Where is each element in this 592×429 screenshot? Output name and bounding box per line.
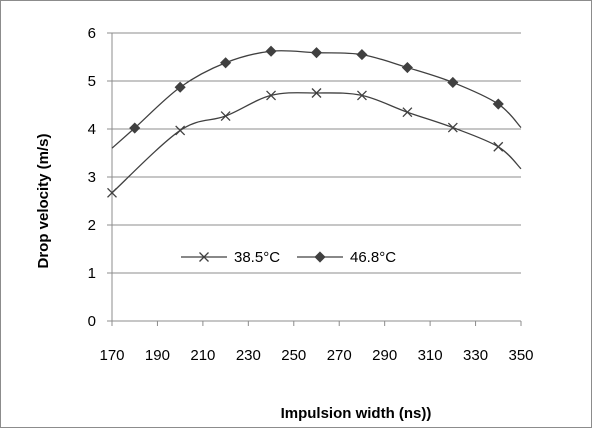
marker-stroke bbox=[175, 125, 186, 136]
gridlines bbox=[112, 32, 521, 274]
y-tick-label: 3 bbox=[88, 169, 96, 186]
data-point-x-marker bbox=[199, 252, 209, 262]
data-point-x-marker bbox=[266, 90, 277, 101]
y-tick-label: 6 bbox=[88, 25, 96, 42]
legend-entry-0: 38.5°C bbox=[181, 249, 280, 266]
series-line-0 bbox=[111, 92, 522, 194]
data-point-diamond-marker bbox=[220, 57, 232, 69]
legend-label: 46.8°C bbox=[350, 249, 396, 266]
y-tick-label: 1 bbox=[88, 265, 96, 282]
data-point-diamond-marker bbox=[356, 49, 368, 61]
data-point-x-marker bbox=[107, 187, 117, 198]
legend: 38.5°C 46.8°C bbox=[181, 249, 396, 266]
x-tick-label: 330 bbox=[463, 347, 488, 364]
data-point-diamond-marker bbox=[447, 76, 459, 89]
x-tick-label: 250 bbox=[281, 347, 306, 364]
marker-stroke bbox=[493, 141, 504, 152]
marker-stroke bbox=[199, 252, 209, 262]
data-point-diamond-marker bbox=[310, 47, 323, 59]
data-point-diamond-marker bbox=[492, 98, 504, 110]
x-tick-label: 350 bbox=[508, 347, 533, 364]
marker-stroke bbox=[107, 187, 117, 198]
series-line-1 bbox=[111, 50, 522, 149]
y-tick-label: 5 bbox=[88, 73, 96, 90]
data-point-diamond-marker bbox=[265, 45, 277, 57]
marker-stroke bbox=[266, 90, 277, 101]
data-point-x-marker bbox=[356, 90, 367, 101]
y-axis-title: Drop velocity (m/s) bbox=[35, 133, 52, 268]
data-point-diamond-marker bbox=[314, 251, 326, 263]
data-point-diamond-marker bbox=[129, 122, 141, 134]
series-lines bbox=[107, 45, 522, 198]
data-point-x-marker bbox=[493, 141, 504, 152]
y-tick-labels: 0 1 2 3 4 5 6 bbox=[88, 25, 96, 330]
x-tick-label: 290 bbox=[372, 347, 397, 364]
axes bbox=[107, 32, 522, 326]
data-point-x-marker bbox=[447, 122, 458, 133]
y-tick-label: 4 bbox=[88, 121, 96, 138]
marker-stroke bbox=[356, 90, 367, 101]
x-tick-label: 170 bbox=[99, 347, 124, 364]
x-tick-labels: 170 190 210 230 250 270 290 310 330 350 bbox=[99, 347, 533, 364]
y-tick-label: 0 bbox=[88, 313, 96, 330]
data-point-x-marker bbox=[175, 125, 186, 136]
marker-stroke bbox=[447, 122, 458, 133]
x-tick-label: 230 bbox=[236, 347, 261, 364]
marker-stroke bbox=[220, 111, 231, 121]
x-tick-label: 190 bbox=[145, 347, 170, 364]
data-point-x-marker bbox=[220, 111, 231, 121]
x-tick-label: 210 bbox=[190, 347, 215, 364]
legend-label: 38.5°C bbox=[234, 249, 280, 266]
legend-entry-1: 46.8°C bbox=[297, 249, 396, 266]
data-point-diamond-marker bbox=[174, 81, 186, 93]
x-tick-label: 270 bbox=[327, 347, 352, 364]
data-point-x-marker bbox=[402, 107, 413, 118]
x-axis-title: Impulsion width (ns)) bbox=[281, 405, 432, 422]
marker-stroke bbox=[311, 88, 322, 98]
data-point-diamond-marker bbox=[401, 61, 413, 74]
data-point-x-marker bbox=[311, 88, 322, 98]
y-tick-label: 2 bbox=[88, 217, 96, 234]
marker-stroke bbox=[402, 107, 413, 118]
x-tick-label: 310 bbox=[418, 347, 443, 364]
